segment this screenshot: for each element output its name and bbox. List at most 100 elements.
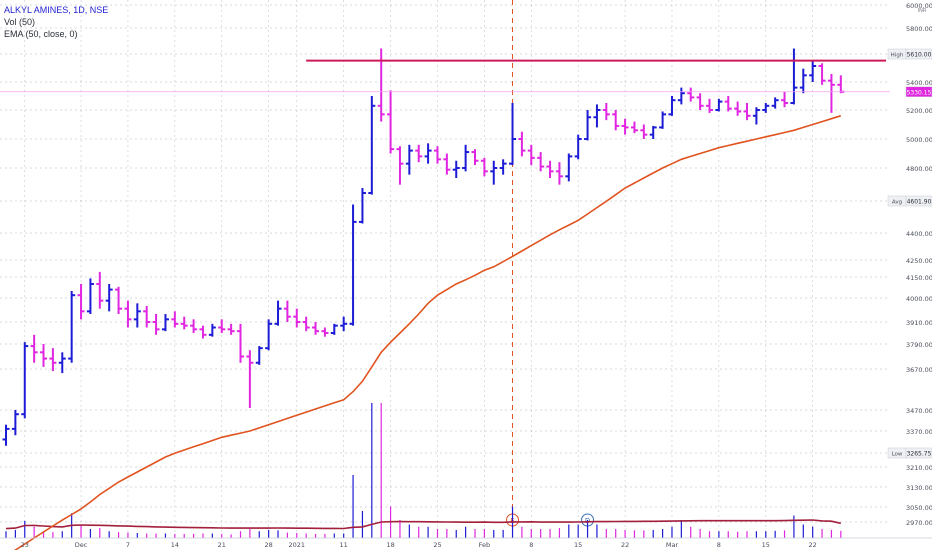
ohlc-bar bbox=[668, 96, 676, 116]
time-tick-label: 22 bbox=[621, 541, 629, 549]
ema-line bbox=[13, 115, 842, 550]
currency-label: INR bbox=[918, 8, 927, 14]
ohlc-bar bbox=[246, 350, 254, 408]
ohlc-bar bbox=[452, 160, 460, 178]
ohlc-bar bbox=[546, 160, 554, 178]
last-price-badge: 5330.15 bbox=[905, 86, 932, 98]
ohlc-bar bbox=[105, 284, 113, 312]
ohlc-bar bbox=[368, 96, 376, 195]
price-tick-label: 4000.00 bbox=[906, 295, 932, 303]
ohlc-bar bbox=[781, 91, 789, 108]
ohlc-bar bbox=[349, 204, 357, 326]
ohlc-bar bbox=[696, 93, 704, 110]
ohlc-bar bbox=[809, 60, 817, 82]
ohlc-bar bbox=[49, 348, 57, 372]
legend-ema: EMA (50, close, 0) bbox=[4, 29, 78, 39]
ohlc-bar bbox=[762, 103, 770, 113]
price-tick-label: 4400.00 bbox=[906, 230, 932, 238]
ohlc-bar bbox=[293, 308, 301, 328]
price-tick-label: 5200.00 bbox=[906, 107, 932, 115]
high-badge: High 5610.00 bbox=[887, 48, 932, 60]
ohlc-bar bbox=[818, 63, 826, 85]
ohlc-bar bbox=[612, 110, 620, 131]
price-tick-label: 3470.00 bbox=[906, 407, 932, 415]
ohlc-bar bbox=[443, 153, 451, 175]
ohlc-bar bbox=[161, 314, 169, 332]
ohlc-bar bbox=[143, 306, 151, 328]
ohlc-bar bbox=[377, 48, 385, 122]
price-tick-label: 3370.00 bbox=[906, 428, 932, 436]
ohlc-bar bbox=[527, 144, 535, 166]
ohlc-bar bbox=[415, 144, 423, 163]
ohlc-bar bbox=[471, 149, 479, 166]
time-tick-label: 23 bbox=[21, 541, 29, 549]
ohlc-bar bbox=[237, 323, 244, 363]
ohlc-bar bbox=[274, 300, 282, 326]
ohlc-bar bbox=[171, 311, 179, 328]
price-tick-label: 2970.00 bbox=[906, 519, 932, 527]
ohlc-bar bbox=[537, 152, 545, 172]
ohlc-bar bbox=[199, 325, 207, 339]
ohlc-bar bbox=[499, 159, 507, 175]
ohlc-bar bbox=[152, 314, 160, 335]
ohlc-bar bbox=[190, 319, 198, 333]
ohlc-bar bbox=[593, 104, 601, 128]
ohlc-bar bbox=[462, 144, 470, 172]
ohlc-bar bbox=[218, 319, 226, 333]
time-tick-label: 7 bbox=[126, 541, 130, 549]
price-tick-label: 5000.00 bbox=[906, 136, 932, 144]
legend-symbol: ALKYL AMINES, 1D, NSE bbox=[4, 5, 109, 15]
ohlc-bars bbox=[2, 48, 845, 446]
ohlc-bar bbox=[208, 323, 216, 337]
time-axis[interactable]: 23 Dec 7 14 21 28 2021 11 18 25 Feb 8 15 22 Mar 8 15 22 bbox=[0, 537, 932, 549]
price-tick-label: 5400.00 bbox=[906, 79, 932, 87]
ohlc-bar bbox=[21, 342, 29, 419]
ohlc-bar bbox=[68, 291, 76, 363]
ohlc-bar bbox=[11, 410, 19, 436]
avg-badge: Avg 4601.90 bbox=[887, 195, 932, 207]
ohlc-bar bbox=[265, 319, 273, 351]
time-tick-label: Dec bbox=[75, 541, 88, 549]
ohlc-bar bbox=[837, 75, 845, 94]
price-tick-label: 6000.00 bbox=[906, 2, 932, 10]
time-tick-label: 21 bbox=[218, 541, 226, 549]
time-tick-label: Feb bbox=[479, 541, 491, 549]
ohlc-bar bbox=[58, 352, 66, 374]
ohlc-bar bbox=[358, 187, 366, 224]
ohlc-bar bbox=[743, 103, 751, 121]
time-tick-label: 18 bbox=[386, 541, 394, 549]
time-tick-label: 11 bbox=[340, 541, 348, 549]
time-tick-label: 22 bbox=[809, 541, 817, 549]
ohlc-bar bbox=[77, 284, 85, 320]
ohlc-bar bbox=[574, 134, 582, 160]
price-tick-label: 3210.00 bbox=[906, 464, 932, 472]
time-tick-label: 28 bbox=[264, 541, 272, 549]
time-tick-label: 2021 bbox=[289, 541, 306, 549]
ema-50-line bbox=[13, 115, 842, 550]
ohlc-bar bbox=[283, 300, 291, 322]
event-markers: ED bbox=[506, 0, 595, 538]
ohlc-bar bbox=[649, 125, 657, 139]
price-tick-label: 4150.00 bbox=[906, 274, 932, 282]
last-price-badge-value: 5330.15 bbox=[907, 89, 932, 96]
ohlc-bar bbox=[687, 87, 695, 102]
ohlc-bar bbox=[424, 143, 432, 164]
ohlc-bar bbox=[630, 121, 638, 134]
ohlc-bar bbox=[659, 111, 667, 129]
price-axis[interactable]: 6000.00 5800.00 5400.00 5200.00 5000.00 4800.… bbox=[887, 0, 932, 538]
price-tick-label: 3670.00 bbox=[906, 366, 932, 374]
ohlc-bar bbox=[405, 144, 413, 175]
time-tick-label: Mar bbox=[666, 541, 679, 549]
price-tick-label: 3910.00 bbox=[906, 319, 932, 327]
price-tick-label: 3790.00 bbox=[906, 341, 932, 349]
ohlc-bar bbox=[480, 157, 488, 177]
avg-badge-value-box bbox=[905, 195, 932, 207]
price-tick-label: 3130.00 bbox=[906, 484, 932, 492]
ohlc-bar bbox=[96, 271, 104, 309]
ohlc-bar bbox=[330, 323, 338, 335]
low-badge: Low 3265.75 bbox=[887, 447, 932, 459]
ohlc-bar bbox=[565, 153, 573, 182]
volume-bars bbox=[5, 403, 842, 538]
ohlc-bar bbox=[490, 160, 498, 185]
